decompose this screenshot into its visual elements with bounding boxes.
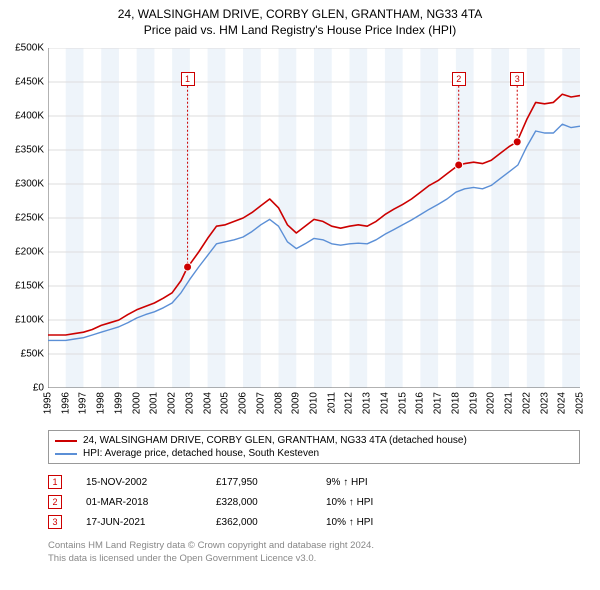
x-tick-label: 2014 xyxy=(379,392,390,414)
sale-price: £177,950 xyxy=(216,477,326,488)
x-tick-label: 2022 xyxy=(521,392,532,414)
sale-marker-icon: 1 xyxy=(48,475,62,489)
legend-item: 24, WALSINGHAM DRIVE, CORBY GLEN, GRANTH… xyxy=(55,434,573,447)
x-tick-label: 2008 xyxy=(273,392,284,414)
x-tick-label: 2003 xyxy=(184,392,195,414)
chart-sale-marker: 3 xyxy=(510,72,524,86)
footer-line1: Contains HM Land Registry data © Crown c… xyxy=(48,540,580,553)
x-tick-label: 2001 xyxy=(149,392,160,414)
y-tick-label: £500K xyxy=(0,43,44,54)
x-tick-label: 2007 xyxy=(255,392,266,414)
x-tick-label: 2017 xyxy=(433,392,444,414)
plot-area: 123£0£50K£100K£150K£200K£250K£300K£350K£… xyxy=(48,48,580,388)
y-tick-label: £250K xyxy=(0,213,44,224)
y-tick-label: £300K xyxy=(0,179,44,190)
x-tick-label: 2010 xyxy=(309,392,320,414)
x-tick-label: 1996 xyxy=(60,392,71,414)
y-tick-label: £450K xyxy=(0,77,44,88)
y-tick-label: £50K xyxy=(0,349,44,360)
sale-date: 17-JUN-2021 xyxy=(86,517,216,528)
y-tick-label: £350K xyxy=(0,145,44,156)
x-tick-label: 1995 xyxy=(43,392,54,414)
x-tick-label: 2018 xyxy=(450,392,461,414)
title-line2: Price paid vs. HM Land Registry's House … xyxy=(4,22,596,38)
sale-date: 15-NOV-2002 xyxy=(86,477,216,488)
x-tick-label: 2021 xyxy=(504,392,515,414)
sales-table: 1 15-NOV-2002 £177,950 9% ↑ HPI 2 01-MAR… xyxy=(48,472,580,532)
legend-swatch xyxy=(55,453,77,455)
x-tick-label: 2023 xyxy=(539,392,550,414)
footer-line2: This data is licensed under the Open Gov… xyxy=(48,553,580,566)
x-tick-label: 2015 xyxy=(397,392,408,414)
x-tick-label: 2009 xyxy=(291,392,302,414)
y-tick-label: £400K xyxy=(0,111,44,122)
sale-pct: 10% ↑ HPI xyxy=(326,517,580,528)
y-tick-label: £200K xyxy=(0,247,44,258)
y-tick-label: £150K xyxy=(0,281,44,292)
sale-date: 01-MAR-2018 xyxy=(86,497,216,508)
x-tick-label: 1999 xyxy=(113,392,124,414)
y-tick-label: £100K xyxy=(0,315,44,326)
legend-label: 24, WALSINGHAM DRIVE, CORBY GLEN, GRANTH… xyxy=(83,435,467,446)
chart-title: 24, WALSINGHAM DRIVE, CORBY GLEN, GRANTH… xyxy=(0,0,600,40)
chart-sale-marker: 1 xyxy=(181,72,195,86)
x-tick-label: 2012 xyxy=(344,392,355,414)
x-tick-label: 2020 xyxy=(486,392,497,414)
sale-price: £362,000 xyxy=(216,517,326,528)
x-tick-label: 2002 xyxy=(167,392,178,414)
x-tick-label: 2005 xyxy=(220,392,231,414)
sale-marker-icon: 2 xyxy=(48,495,62,509)
x-tick-label: 2006 xyxy=(238,392,249,414)
legend-swatch xyxy=(55,440,77,442)
x-tick-label: 1997 xyxy=(78,392,89,414)
plot-svg xyxy=(48,48,580,388)
x-tick-label: 2019 xyxy=(468,392,479,414)
x-tick-label: 2011 xyxy=(326,392,337,414)
x-tick-label: 2024 xyxy=(557,392,568,414)
x-tick-label: 2000 xyxy=(131,392,142,414)
legend-label: HPI: Average price, detached house, Sout… xyxy=(83,448,319,459)
title-line1: 24, WALSINGHAM DRIVE, CORBY GLEN, GRANTH… xyxy=(4,6,596,22)
legend: 24, WALSINGHAM DRIVE, CORBY GLEN, GRANTH… xyxy=(48,430,580,464)
sale-price: £328,000 xyxy=(216,497,326,508)
sale-pct: 10% ↑ HPI xyxy=(326,497,580,508)
chart-container: 24, WALSINGHAM DRIVE, CORBY GLEN, GRANTH… xyxy=(0,0,600,590)
sales-row: 2 01-MAR-2018 £328,000 10% ↑ HPI xyxy=(48,492,580,512)
x-tick-label: 2004 xyxy=(202,392,213,414)
sales-row: 1 15-NOV-2002 £177,950 9% ↑ HPI xyxy=(48,472,580,492)
sales-row: 3 17-JUN-2021 £362,000 10% ↑ HPI xyxy=(48,512,580,532)
chart-sale-marker: 2 xyxy=(452,72,466,86)
x-tick-label: 2013 xyxy=(362,392,373,414)
x-tick-label: 2025 xyxy=(575,392,586,414)
sale-pct: 9% ↑ HPI xyxy=(326,477,580,488)
x-tick-label: 2016 xyxy=(415,392,426,414)
x-tick-label: 1998 xyxy=(96,392,107,414)
sale-marker-icon: 3 xyxy=(48,515,62,529)
legend-item: HPI: Average price, detached house, Sout… xyxy=(55,447,573,460)
footer: Contains HM Land Registry data © Crown c… xyxy=(48,540,580,566)
y-tick-label: £0 xyxy=(0,383,44,394)
